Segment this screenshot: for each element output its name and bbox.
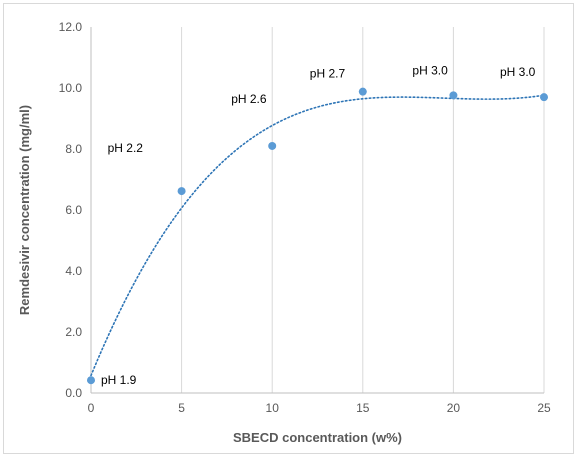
y-tick-label-0.0: 0.0 xyxy=(65,386,82,400)
point-label-0: pH 1.9 xyxy=(101,373,137,387)
data-point-2 xyxy=(268,141,277,150)
point-label-4: pH 3.0 xyxy=(412,63,448,77)
data-point-4 xyxy=(449,91,458,100)
x-tick-label-10: 10 xyxy=(266,401,280,415)
axes xyxy=(90,27,544,394)
y-tick-label-6.0: 6.0 xyxy=(65,203,82,217)
grid-lines xyxy=(181,27,545,393)
tick-labels: 0 5 10 15 20 25 0.0 2.0 4.0 6.0 8.0 10.0 12.0 xyxy=(59,20,551,415)
x-tick-label-15: 15 xyxy=(356,401,370,415)
x-tick-label-25: 25 xyxy=(537,401,551,415)
data-point-0 xyxy=(87,376,95,385)
point-label-5: pH 3.0 xyxy=(500,65,536,79)
chart-frame xyxy=(3,3,574,454)
y-tick-label-2.0: 2.0 xyxy=(65,325,82,339)
data-points xyxy=(87,87,548,385)
x-tick-label-0: 0 xyxy=(88,401,95,415)
trendline xyxy=(90,94,545,377)
point-label-1: pH 2.2 xyxy=(108,141,144,155)
y-tick-label-8.0: 8.0 xyxy=(65,142,82,156)
data-point-1 xyxy=(177,187,186,196)
data-point-3 xyxy=(358,87,367,96)
y-tick-label-4.0: 4.0 xyxy=(65,264,82,278)
x-tick-label-20: 20 xyxy=(447,401,461,415)
x-axis-title: SBECD concentration (w%) xyxy=(233,430,402,445)
point-labels: pH 1.9 pH 2.2 pH 2.6 pH 2.7 pH 3.0 pH 3.0 xyxy=(101,63,536,387)
point-label-3: pH 2.7 xyxy=(310,67,346,81)
y-axis-title: Remdesivir concentration (mg/ml) xyxy=(17,105,32,315)
point-label-2: pH 2.6 xyxy=(231,92,267,106)
y-tick-label-12.0: 12.0 xyxy=(59,20,83,34)
y-tick-label-10.0: 10.0 xyxy=(59,81,83,95)
trendline-group xyxy=(90,94,545,377)
x-tick-label-5: 5 xyxy=(178,401,185,415)
data-point-5 xyxy=(540,93,548,102)
